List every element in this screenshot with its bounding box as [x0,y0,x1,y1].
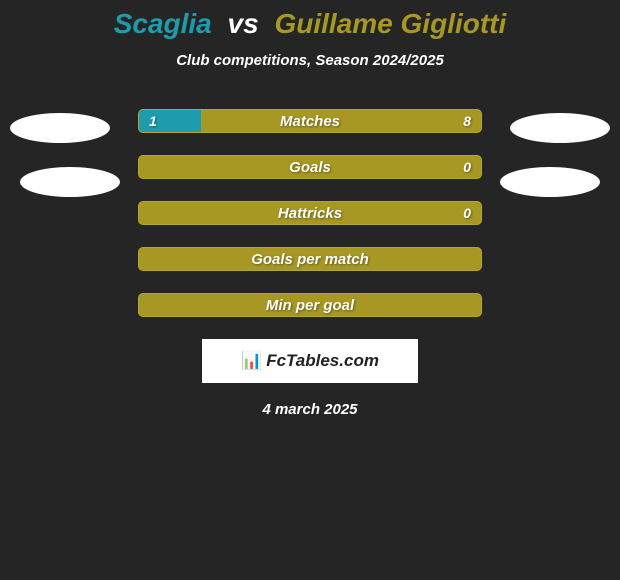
stat-value-player2: 8 [463,110,471,132]
date-label: 4 march 2025 [0,401,620,418]
subtitle: Club competitions, Season 2024/2025 [0,52,620,69]
stat-bar: 1Matches8 [138,109,482,133]
stat-bars: 1Matches8Goals0Hattricks0Goals per match… [138,109,482,317]
stats-area: 1Matches8Goals0Hattricks0Goals per match… [0,109,620,317]
stat-label: Min per goal [139,294,481,316]
stat-label: Hattricks [139,202,481,224]
comparison-title: Scaglia vs Guillame Gigliotti [0,8,620,40]
stat-value-player2: 0 [463,202,471,224]
player1-logo-placeholder [20,167,120,197]
watermark-text: FcTables.com [266,351,379,371]
stat-value-player2: 0 [463,156,471,178]
player2-name: Guillame Gigliotti [274,8,506,39]
player1-photo-placeholder [10,113,110,143]
chart-icon: 📊 [241,351,262,371]
stat-bar: Goals per match [138,247,482,271]
stat-label: Goals [139,156,481,178]
watermark: 📊 FcTables.com [202,339,418,383]
stat-bar: Hattricks0 [138,201,482,225]
player2-photo-placeholder [510,113,610,143]
stat-label: Matches [139,110,481,132]
player1-name: Scaglia [114,8,212,39]
player2-logo-placeholder [500,167,600,197]
infographic-container: Scaglia vs Guillame Gigliotti Club compe… [0,0,620,418]
vs-separator: vs [228,8,259,39]
stat-bar: Goals0 [138,155,482,179]
stat-bar: Min per goal [138,293,482,317]
stat-label: Goals per match [139,248,481,270]
